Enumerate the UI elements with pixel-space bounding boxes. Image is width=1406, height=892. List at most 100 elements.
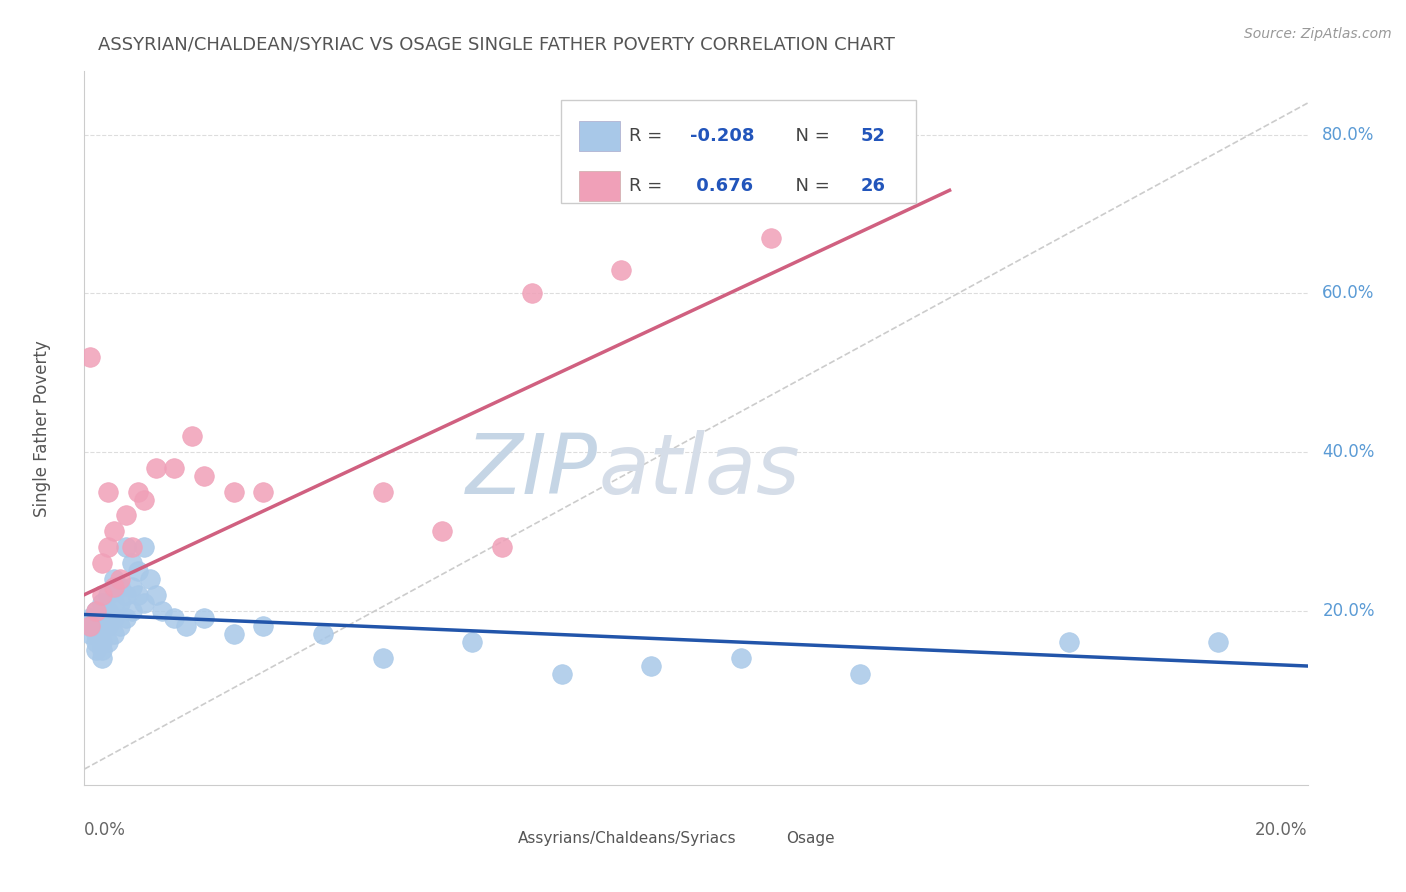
Point [127, 484, 149, 499]
Point [640, 659, 662, 673]
Point [121, 580, 143, 594]
Point [97, 540, 120, 554]
Point [139, 572, 162, 586]
Point [97, 619, 120, 633]
Point [610, 262, 633, 277]
Point [730, 651, 752, 665]
Text: R =: R = [628, 127, 668, 145]
Point [97, 484, 120, 499]
Text: atlas: atlas [598, 431, 800, 511]
Point [97, 603, 120, 617]
Point [108, 596, 131, 610]
Text: 0.676: 0.676 [690, 177, 754, 194]
Point [84, 603, 107, 617]
Point [103, 524, 125, 539]
Text: Source: ZipAtlas.com: Source: ZipAtlas.com [1244, 27, 1392, 41]
Point [432, 524, 454, 539]
Point [79, 627, 101, 641]
Point [79, 350, 101, 364]
FancyBboxPatch shape [578, 170, 620, 201]
Text: 20.0%: 20.0% [1256, 821, 1308, 838]
Point [520, 286, 543, 301]
Text: Assyrians/Chaldeans/Syriacs: Assyrians/Chaldeans/Syriacs [517, 831, 735, 846]
Point [115, 588, 138, 602]
Point [145, 588, 167, 602]
Point [127, 588, 149, 602]
Point [108, 572, 131, 586]
Point [222, 484, 245, 499]
Text: 80.0%: 80.0% [1322, 126, 1375, 144]
Point [371, 484, 394, 499]
Text: 60.0%: 60.0% [1322, 285, 1375, 302]
Point [132, 492, 155, 507]
Text: -0.208: -0.208 [690, 127, 755, 145]
Point [163, 611, 186, 625]
Point [103, 627, 125, 641]
Point [222, 627, 245, 641]
Text: 52: 52 [860, 127, 886, 145]
Point [97, 635, 120, 649]
Point [145, 460, 167, 475]
Point [461, 635, 484, 649]
Text: N =: N = [785, 177, 835, 194]
FancyBboxPatch shape [474, 826, 505, 851]
Point [84, 643, 107, 657]
Text: 40.0%: 40.0% [1322, 443, 1375, 461]
Point [115, 540, 138, 554]
Point [193, 468, 215, 483]
Point [551, 667, 574, 681]
Text: N =: N = [785, 127, 835, 145]
Point [163, 460, 186, 475]
Point [97, 588, 120, 602]
Text: Single Father Poverty: Single Father Poverty [32, 340, 51, 516]
Text: 0.0%: 0.0% [84, 821, 127, 838]
Point [91, 651, 114, 665]
Point [91, 556, 114, 570]
FancyBboxPatch shape [742, 826, 775, 851]
Point [252, 484, 274, 499]
FancyBboxPatch shape [561, 100, 917, 203]
Point [759, 231, 782, 245]
Text: ASSYRIAN/CHALDEAN/SYRIAC VS OSAGE SINGLE FATHER POVERTY CORRELATION CHART: ASSYRIAN/CHALDEAN/SYRIAC VS OSAGE SINGLE… [98, 36, 896, 54]
Point [849, 667, 872, 681]
Point [115, 611, 138, 625]
Point [121, 603, 143, 617]
Point [84, 603, 107, 617]
Point [132, 540, 155, 554]
Point [79, 619, 101, 633]
Point [84, 627, 107, 641]
Point [252, 619, 274, 633]
Point [108, 619, 131, 633]
Point [371, 651, 394, 665]
Point [132, 596, 155, 610]
Point [1057, 635, 1080, 649]
Point [79, 619, 101, 633]
Point [79, 611, 101, 625]
Point [174, 619, 197, 633]
Point [127, 564, 149, 578]
Point [103, 596, 125, 610]
FancyBboxPatch shape [578, 120, 620, 151]
Text: 26: 26 [860, 177, 886, 194]
Point [180, 429, 202, 443]
Text: 20.0%: 20.0% [1322, 601, 1375, 620]
Point [103, 611, 125, 625]
Point [91, 596, 114, 610]
Point [121, 556, 143, 570]
Point [84, 619, 107, 633]
Point [491, 540, 513, 554]
Text: Osage: Osage [786, 831, 835, 846]
Point [91, 611, 114, 625]
Point [91, 635, 114, 649]
Point [103, 580, 125, 594]
Text: R =: R = [628, 177, 668, 194]
Point [115, 508, 138, 523]
Point [84, 635, 107, 649]
Point [103, 572, 125, 586]
Point [312, 627, 335, 641]
Point [91, 619, 114, 633]
Point [91, 588, 114, 602]
Point [121, 540, 143, 554]
Point [193, 611, 215, 625]
Text: ZIP: ZIP [467, 431, 598, 511]
